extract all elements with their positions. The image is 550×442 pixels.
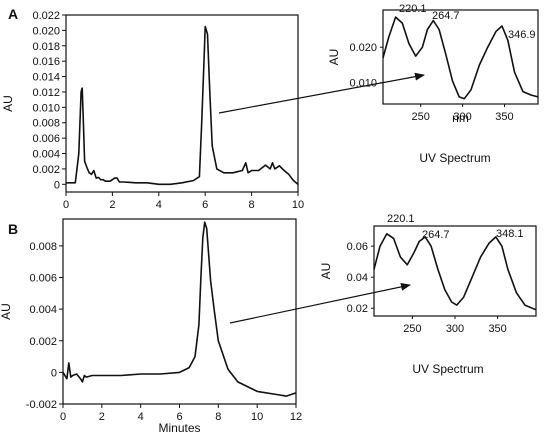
y-tick-label: 0.006 xyxy=(29,273,57,285)
chromatogram-a: 0 2 4 6 8 10 0 0.002 0.004 0.006 0.008 0.010 0.012 0.… xyxy=(1,10,304,211)
x-tick-label: 12 xyxy=(290,411,302,423)
y-tick-label: 0.014 xyxy=(32,72,60,84)
y-axis-title: AU xyxy=(319,263,333,280)
y-tick-label: 0.06 xyxy=(347,241,368,253)
y-tick-label: 0.018 xyxy=(32,41,60,53)
y-axis-title: AU xyxy=(1,95,15,112)
chart-title: UV Spectrum xyxy=(419,151,490,165)
uv-spectrum-b: 250 300 350 0.02 0.04 0.06 AU 220.1 264.7 348.1 UV… xyxy=(319,213,537,376)
y-tick-label: 0.012 xyxy=(32,87,60,99)
x-tick-label: 2 xyxy=(109,199,115,211)
x-tick-label: 0 xyxy=(63,199,69,211)
y-tick-label: 0.022 xyxy=(32,10,60,22)
panel-label-b: B xyxy=(8,221,18,237)
x-tick-label: 250 xyxy=(403,323,421,335)
y-tick-label: 0.020 xyxy=(32,25,60,37)
y-tick-label: 0.008 xyxy=(29,241,57,253)
y-axis-title: AU xyxy=(0,303,13,320)
peak-wavelength-label: 264.7 xyxy=(432,10,460,22)
y-tick-label: 0.002 xyxy=(32,164,60,176)
y-tick-label: -0.002 xyxy=(26,399,57,411)
panel-label-a: A xyxy=(8,6,18,22)
series-line xyxy=(66,25,299,186)
peak-wavelength-label: 346.9 xyxy=(508,29,536,41)
y-tick-label: 0.010 xyxy=(32,102,60,114)
x-tick-label: 10 xyxy=(251,411,263,423)
peak-to-spectrum-arrow-b xyxy=(229,282,411,324)
x-tick-label: 8 xyxy=(215,411,221,423)
y-tick-label: 0.020 xyxy=(349,42,377,54)
x-tick-label: 350 xyxy=(495,111,513,123)
x-axis-title: Minutes xyxy=(158,421,200,435)
y-tick-label: 0.002 xyxy=(29,336,57,348)
series-line xyxy=(373,233,537,311)
x-tick-label: 4 xyxy=(156,199,162,211)
y-tick-label: 0.02 xyxy=(347,303,368,315)
uv-spectrum-a: 250 300 350 0.010 0.020 AU nm 220.1 264.7 346.9 UV… xyxy=(327,3,539,165)
x-tick-label: 250 xyxy=(412,111,430,123)
series-line xyxy=(62,221,297,397)
chromatogram-b: 0 2 4 6 8 10 12-0.00200.0020.0040.0060.008AUMi… xyxy=(0,218,302,435)
y-tick-label: 0.008 xyxy=(32,118,60,130)
x-tick-label: 300 xyxy=(453,111,471,123)
chart-title: UV Spectrum xyxy=(412,362,483,376)
x-tick-label: 2 xyxy=(99,411,105,423)
y-tick-label: 0.016 xyxy=(32,56,60,68)
y-axis-title: AU xyxy=(327,49,341,66)
x-tick-label: 8 xyxy=(249,199,255,211)
peak-to-spectrum-arrow-a xyxy=(218,72,425,114)
y-tick-label: 0.004 xyxy=(32,149,60,161)
x-axis-title: nm xyxy=(452,111,469,125)
x-tick-label: 4 xyxy=(138,411,144,423)
series-line xyxy=(382,16,539,100)
x-tick-label: 6 xyxy=(202,199,208,211)
plot-frame xyxy=(65,14,299,193)
y-tick-label: 0.04 xyxy=(347,272,368,284)
x-tick-label: 6 xyxy=(176,411,182,423)
y-tick-label: 0 xyxy=(54,179,60,191)
x-tick-label: 350 xyxy=(488,323,506,335)
x-tick-label: 0 xyxy=(60,411,66,423)
y-tick-label: 0.004 xyxy=(29,304,57,316)
peak-wavelength-label: 348.1 xyxy=(496,228,524,240)
y-tick-label: 0.010 xyxy=(349,78,377,90)
peak-wavelength-label: 220.1 xyxy=(399,3,427,15)
x-tick-label: 10 xyxy=(292,199,304,211)
plot-frame xyxy=(382,9,539,105)
peak-wavelength-label: 264.7 xyxy=(422,229,450,241)
peak-wavelength-label: 220.1 xyxy=(387,213,415,225)
y-tick-label: 0 xyxy=(51,367,57,379)
y-tick-label: 0.006 xyxy=(32,133,60,145)
x-tick-label: 300 xyxy=(446,323,464,335)
